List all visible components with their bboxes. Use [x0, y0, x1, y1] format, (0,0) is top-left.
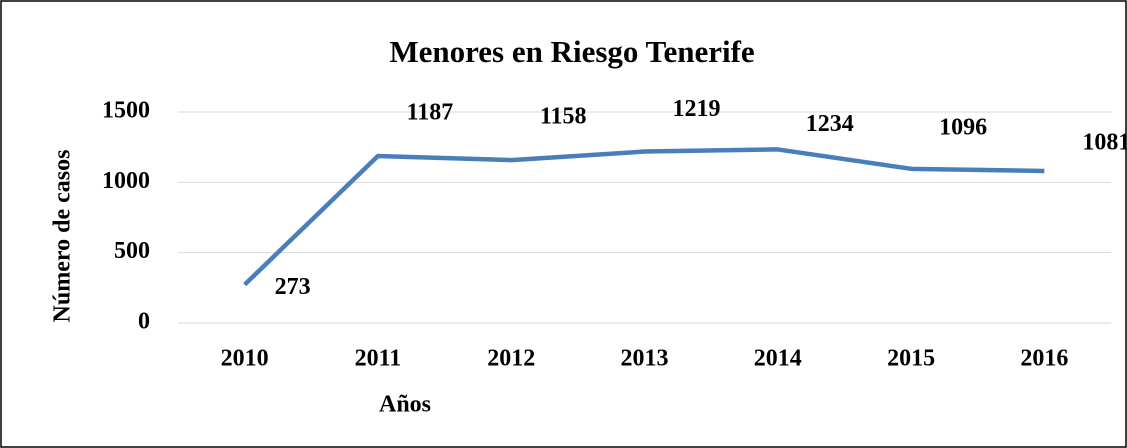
y-tick-label: 1000	[102, 168, 150, 194]
x-tick-label: 2011	[355, 346, 402, 372]
chart-title: Menores en Riesgo Tenerife	[389, 34, 754, 69]
x-tick-label: 2012	[487, 346, 535, 372]
x-tick-label: 2010	[221, 346, 269, 372]
data-label: 1219	[673, 96, 721, 122]
data-label: 1234	[806, 111, 854, 137]
data-label: 1096	[939, 114, 987, 140]
line-series	[243, 147, 1045, 287]
x-tick-label: 2014	[754, 346, 802, 372]
y-tick-label: 1500	[102, 98, 150, 124]
x-tick-label: 2016	[1020, 346, 1068, 372]
y-axis-label: Número de casos	[50, 150, 76, 323]
data-label: 1187	[407, 100, 454, 126]
x-tick-label: 2015	[887, 346, 935, 372]
x-tick-label: 2013	[621, 346, 669, 372]
x-axis-label: Años	[379, 392, 431, 418]
data-label: 273	[275, 274, 311, 300]
y-tick-label: 500	[114, 238, 150, 264]
data-label: 1158	[540, 104, 587, 130]
y-tick-label: 0	[138, 309, 150, 335]
data-label: 1081	[1082, 129, 1127, 155]
